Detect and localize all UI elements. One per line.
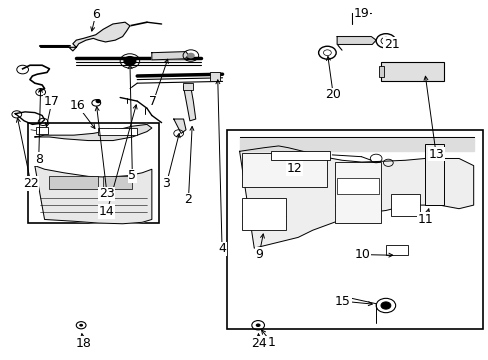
- Bar: [334, 162, 380, 223]
- Text: 14: 14: [99, 205, 115, 218]
- Text: 12: 12: [286, 162, 302, 175]
- Text: 19: 19: [353, 8, 368, 21]
- Bar: [182, 83, 193, 90]
- Bar: [336, 178, 378, 194]
- Bar: [36, 127, 48, 134]
- Circle shape: [186, 53, 194, 58]
- Text: 8: 8: [35, 153, 42, 166]
- Text: 11: 11: [417, 213, 433, 226]
- Circle shape: [124, 57, 136, 65]
- Bar: [424, 144, 444, 205]
- Polygon shape: [152, 51, 188, 60]
- Circle shape: [79, 324, 83, 327]
- Text: 10: 10: [354, 248, 370, 261]
- Text: 21: 21: [383, 38, 399, 51]
- Bar: [242, 153, 327, 187]
- Text: 22: 22: [23, 177, 39, 190]
- Bar: [380, 62, 444, 81]
- Polygon shape: [239, 137, 473, 151]
- Bar: [49, 176, 98, 189]
- Text: 20: 20: [325, 88, 341, 101]
- Text: 3: 3: [162, 177, 170, 190]
- Polygon shape: [239, 146, 473, 248]
- Text: 24: 24: [251, 337, 266, 350]
- Text: 4: 4: [218, 242, 225, 255]
- Polygon shape: [336, 37, 375, 44]
- Bar: [385, 244, 407, 255]
- Bar: [242, 198, 285, 230]
- Text: 6: 6: [92, 8, 100, 21]
- Circle shape: [380, 302, 390, 309]
- Bar: [27, 123, 159, 223]
- Circle shape: [255, 323, 260, 327]
- Bar: [378, 66, 384, 77]
- Bar: [210, 72, 220, 81]
- Text: 5: 5: [128, 169, 136, 182]
- Text: 15: 15: [334, 295, 350, 308]
- Text: 1: 1: [267, 336, 275, 348]
- Bar: [390, 194, 419, 216]
- Polygon shape: [35, 166, 152, 224]
- Bar: [98, 128, 137, 135]
- Bar: [103, 176, 132, 189]
- Polygon shape: [35, 125, 152, 140]
- Text: 2: 2: [184, 193, 192, 206]
- Text: 16: 16: [70, 99, 85, 112]
- Text: 23: 23: [99, 187, 115, 200]
- Text: 13: 13: [427, 148, 443, 161]
- Text: 7: 7: [149, 95, 157, 108]
- Polygon shape: [183, 87, 195, 121]
- Bar: [227, 130, 483, 329]
- Text: 9: 9: [255, 248, 263, 261]
- Polygon shape: [173, 119, 185, 134]
- Text: 18: 18: [76, 337, 91, 350]
- Bar: [271, 151, 329, 160]
- Polygon shape: [69, 22, 130, 51]
- Circle shape: [96, 100, 100, 103]
- Text: 17: 17: [44, 95, 60, 108]
